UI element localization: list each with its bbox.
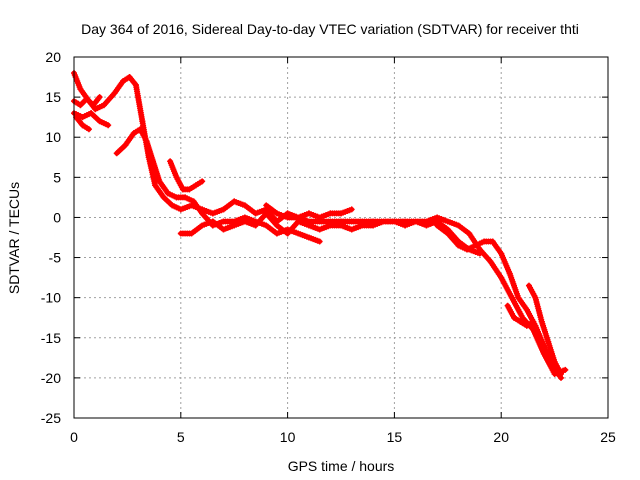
- chart-title: Day 364 of 2016, Sidereal Day-to-day VTE…: [81, 21, 579, 37]
- series-track-c: [71, 94, 103, 109]
- series-track-i: [434, 222, 565, 381]
- x-tick-label: 0: [70, 429, 78, 445]
- y-tick-label: 5: [53, 169, 61, 185]
- plot-frame: [73, 56, 609, 419]
- data-point-marker: [85, 126, 92, 133]
- grid-layer: [74, 57, 608, 418]
- y-tick-label: -10: [41, 290, 61, 306]
- series-track-k: [525, 282, 565, 377]
- x-tick-label: 10: [280, 429, 296, 445]
- data-point-marker: [562, 366, 569, 373]
- data-layer: [71, 70, 569, 381]
- series-track-a: [71, 70, 355, 225]
- y-tick-label: -15: [41, 330, 61, 346]
- data-point-marker: [96, 94, 103, 101]
- y-tick-label: -20: [41, 370, 61, 386]
- series-track-h: [263, 202, 569, 377]
- series-track-j: [504, 302, 537, 329]
- series-track-f: [167, 158, 206, 193]
- y-tick-label: 15: [45, 89, 61, 105]
- data-point-marker: [348, 206, 355, 213]
- series-track-e: [113, 126, 323, 245]
- y-axis-label: SDTVAR / TECUs: [6, 182, 22, 294]
- x-axis-label: GPS time / hours: [288, 458, 395, 474]
- data-point-marker: [530, 318, 537, 325]
- data-point-marker: [105, 122, 112, 129]
- data-point-marker: [558, 370, 565, 377]
- data-point-marker: [316, 238, 323, 245]
- y-tick-label: 0: [53, 209, 61, 225]
- tick-layer: 0 5 10 15 20 25 -25 -20 -15 -10 -5 0 5 10 15 20: [41, 49, 616, 445]
- series-track-d: [73, 114, 92, 133]
- y-tick-label: 10: [45, 129, 61, 145]
- x-tick-label: 25: [600, 429, 616, 445]
- series-trace: [263, 202, 568, 377]
- y-tick-label: 20: [45, 49, 61, 65]
- x-tick-label: 5: [177, 429, 185, 445]
- y-tick-label: -5: [49, 250, 62, 266]
- x-tick-label: 20: [493, 429, 509, 445]
- x-tick-label: 15: [387, 429, 403, 445]
- data-point-marker: [199, 178, 206, 185]
- y-tick-label: -25: [41, 410, 61, 426]
